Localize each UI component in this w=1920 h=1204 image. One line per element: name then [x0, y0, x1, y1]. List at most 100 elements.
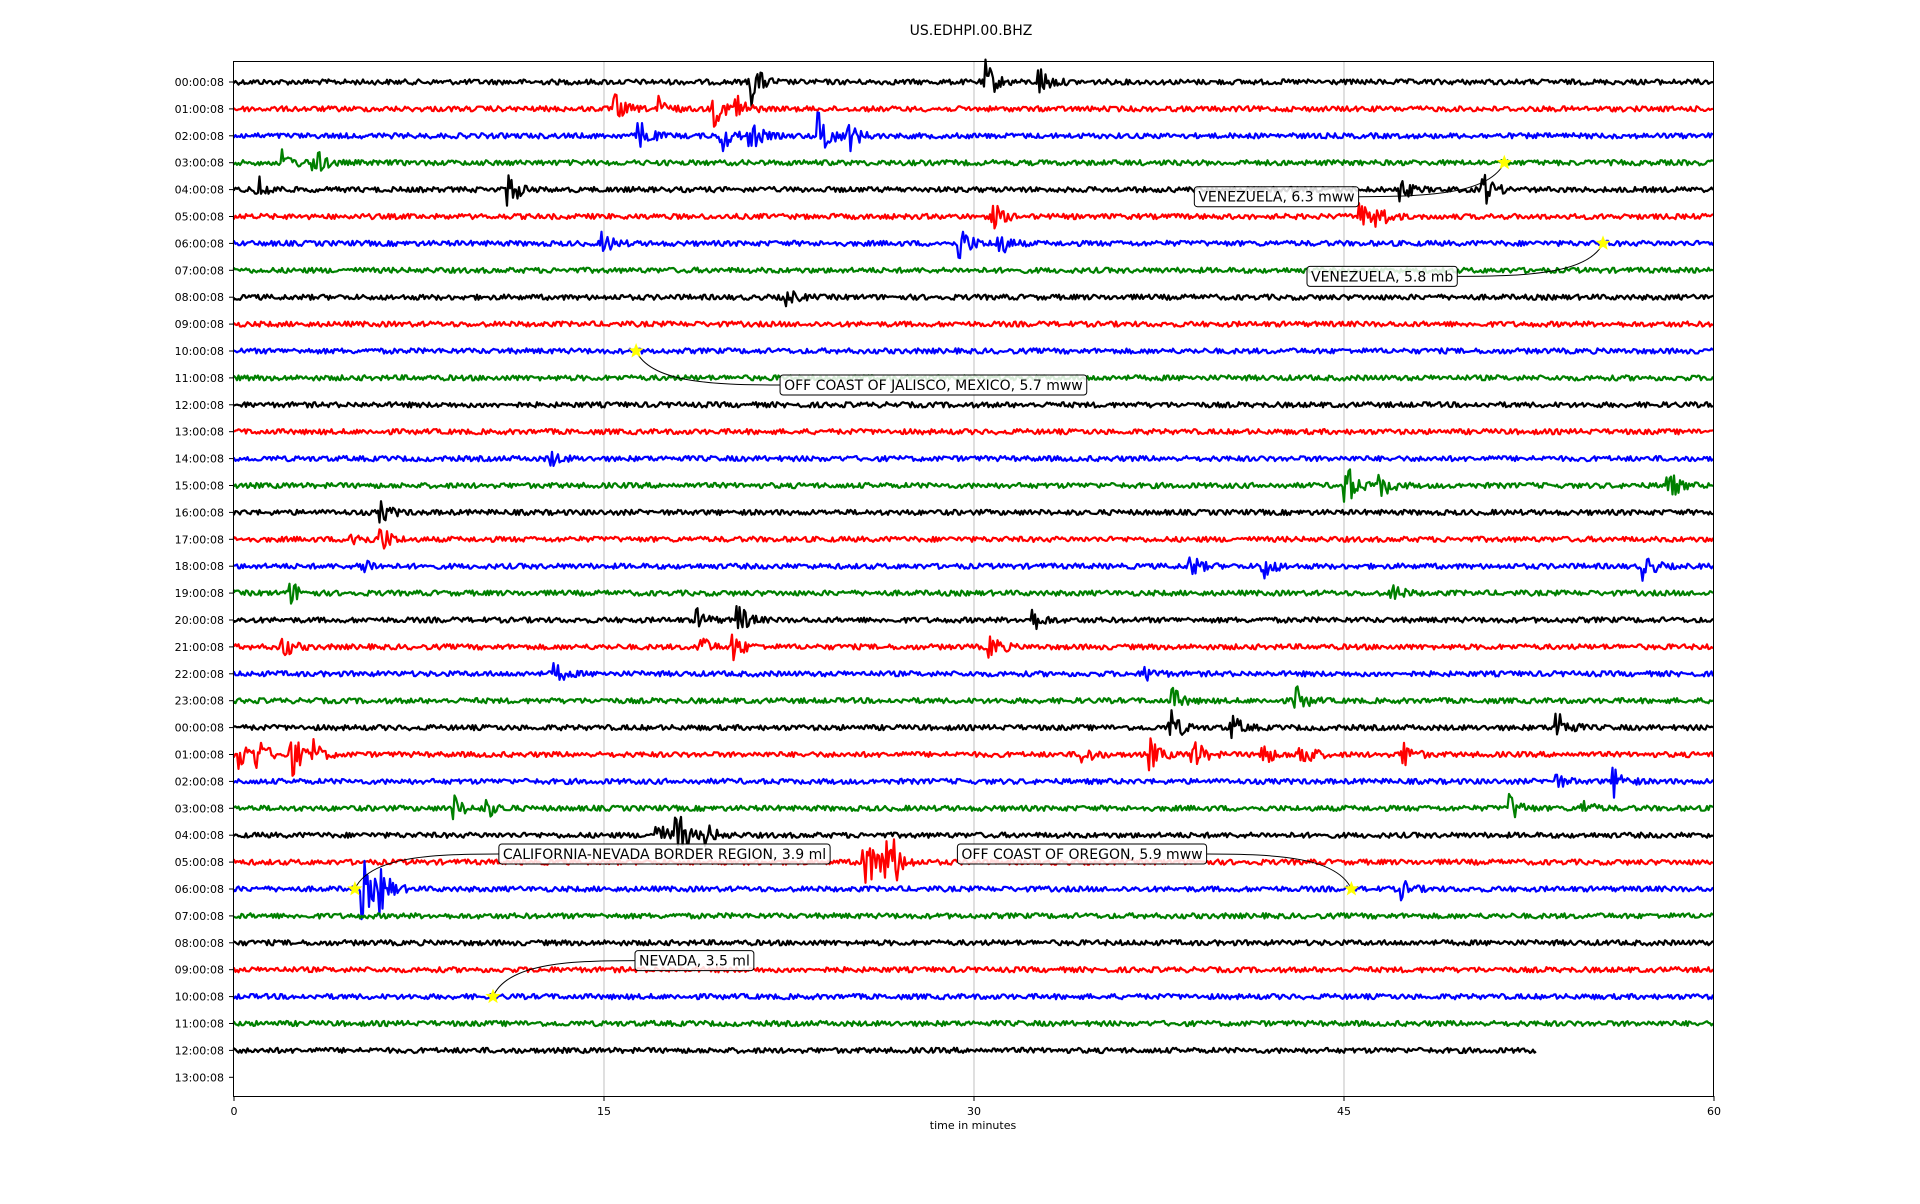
x-tick-label: 45 — [1337, 1105, 1351, 1118]
x-tick-label: 60 — [1707, 1105, 1721, 1118]
row-time-label: 07:00:08 — [175, 264, 224, 277]
row-time-label: 15:00:08 — [175, 480, 224, 493]
row-time-label: 20:00:08 — [175, 614, 224, 627]
seismogram-trace — [232, 992, 1715, 1001]
event-connector — [635, 350, 781, 386]
row-time-label: 00:00:08 — [175, 76, 224, 89]
seismogram-trace — [232, 766, 1714, 799]
seismogram-trace — [232, 93, 1714, 128]
seismogram-trace — [232, 792, 1714, 821]
seismogram-trace — [232, 468, 1714, 503]
row-time-label: 05:00:08 — [175, 856, 224, 869]
row-time-label: 01:00:08 — [175, 749, 224, 762]
row-time-label: 21:00:08 — [175, 641, 224, 654]
event-connector — [1457, 243, 1604, 277]
event-star-marker — [1496, 154, 1512, 170]
row-time-label: 11:00:08 — [175, 372, 224, 385]
seismogram-trace — [232, 266, 1714, 274]
event-connector — [1358, 162, 1505, 198]
seismogram-trace — [232, 230, 1714, 260]
row-time-label: 19:00:08 — [175, 587, 224, 600]
row-time-label: 00:00:08 — [175, 722, 224, 735]
seismogram-trace — [232, 582, 1714, 605]
seismogram-trace — [232, 737, 1715, 777]
seismogram-trace — [232, 320, 1714, 328]
event-annotation: VENEZUELA, 6.3 mww — [1193, 154, 1512, 208]
seismogram-trace — [232, 939, 1714, 947]
row-time-label: 10:00:08 — [175, 991, 224, 1004]
event-label-box — [498, 843, 831, 865]
seismogram-trace — [232, 347, 1714, 355]
seismogram-trace — [232, 500, 1714, 524]
event-annotations: VENEZUELA, 6.3 mww VENEZUELA, 5.8 mb OFF C… — [347, 154, 1611, 1004]
row-time-label: 23:00:08 — [175, 695, 224, 708]
row-time-label: 18:00:08 — [175, 560, 224, 573]
event-annotation: CALIFORNIA-NEVADA BORDER REGION, 3.9 ml — [347, 843, 831, 896]
event-star-marker — [347, 881, 363, 896]
seismogram-trace — [232, 685, 1714, 709]
row-time-label: 17:00:08 — [175, 533, 224, 546]
event-connector — [492, 960, 636, 997]
event-label: OFF COAST OF JALISCO, MEXICO, 5.7 mww — [784, 378, 1083, 394]
row-time-label: 02:00:08 — [175, 130, 224, 143]
row-time-label: 02:00:08 — [175, 775, 224, 788]
row-time-label: 12:00:08 — [175, 399, 224, 412]
x-axis-label: time in minutes — [930, 1119, 1017, 1132]
event-label: VENEZUELA, 5.8 mb — [1311, 269, 1453, 285]
row-time-label: 06:00:08 — [175, 883, 224, 896]
row-time-label: 13:00:08 — [175, 426, 224, 439]
x-tick-label: 0 — [231, 1105, 238, 1118]
row-time-label: 04:00:08 — [175, 184, 224, 197]
row-time-label: 06:00:08 — [175, 237, 224, 250]
x-tick-label: 30 — [967, 1105, 981, 1118]
seismogram-trace — [232, 173, 1714, 207]
event-annotation: NEVADA, 3.5 ml — [485, 950, 755, 1004]
x-tick-label: 15 — [597, 1105, 611, 1118]
event-star-marker — [1343, 881, 1359, 896]
chart-title: US.EDHPI.00.BHZ — [910, 23, 1033, 39]
event-annotation: VENEZUELA, 5.8 mb — [1306, 235, 1611, 287]
seismogram-trace — [232, 912, 1714, 920]
seismogram-trace — [233, 428, 1714, 436]
event-label-box — [1306, 265, 1458, 287]
row-time-label: 13:00:08 — [175, 1071, 224, 1084]
seismogram-trace — [232, 709, 1714, 740]
event-label-box — [1193, 186, 1360, 208]
seismogram-traces — [232, 58, 1715, 1055]
row-time-label: 09:00:08 — [175, 964, 224, 977]
row-time-labels: 00:00:08 01:00:08 02:00:08 03:00:08 04:00:08… — [175, 76, 234, 1084]
seismogram-trace — [232, 859, 1714, 921]
row-time-label: 08:00:08 — [175, 937, 224, 950]
event-connector — [354, 853, 499, 890]
x-axis-ticks: 0 15 30 45 60 — [231, 1096, 1721, 1118]
row-time-label: 01:00:08 — [175, 103, 224, 116]
row-time-label: 04:00:08 — [175, 829, 224, 842]
row-time-label: 11:00:08 — [175, 1018, 224, 1031]
event-label: CALIFORNIA-NEVADA BORDER REGION, 3.9 ml — [503, 847, 826, 863]
event-label: VENEZUELA, 6.3 mww — [1198, 190, 1354, 206]
event-star-marker — [485, 988, 501, 1004]
event-star-marker — [1595, 235, 1611, 250]
event-annotation: OFF COAST OF OREGON, 5.9 mww — [956, 843, 1359, 896]
seismogram-trace — [232, 401, 1714, 409]
event-label-box — [634, 950, 755, 972]
seismogram-trace — [232, 556, 1714, 582]
row-time-label: 03:00:08 — [175, 802, 224, 815]
row-time-label: 10:00:08 — [175, 345, 224, 358]
event-label-box — [956, 843, 1208, 865]
row-time-label: 22:00:08 — [175, 668, 224, 681]
seismogram-trace — [232, 662, 1715, 682]
row-time-label: 14:00:08 — [175, 453, 224, 466]
row-time-label: 12:00:08 — [175, 1044, 224, 1057]
seismogram-trace — [232, 148, 1714, 172]
seismogram-trace — [232, 605, 1714, 631]
seismogram-trace — [232, 528, 1714, 550]
row-time-label: 16:00:08 — [175, 506, 224, 519]
event-annotation: OFF COAST OF JALISCO, MEXICO, 5.7 mww — [628, 343, 1088, 396]
seismogram-trace — [232, 966, 1714, 974]
seismogram-trace — [232, 290, 1714, 308]
event-connector — [1206, 853, 1352, 890]
vertical-gridlines — [603, 62, 1345, 1096]
